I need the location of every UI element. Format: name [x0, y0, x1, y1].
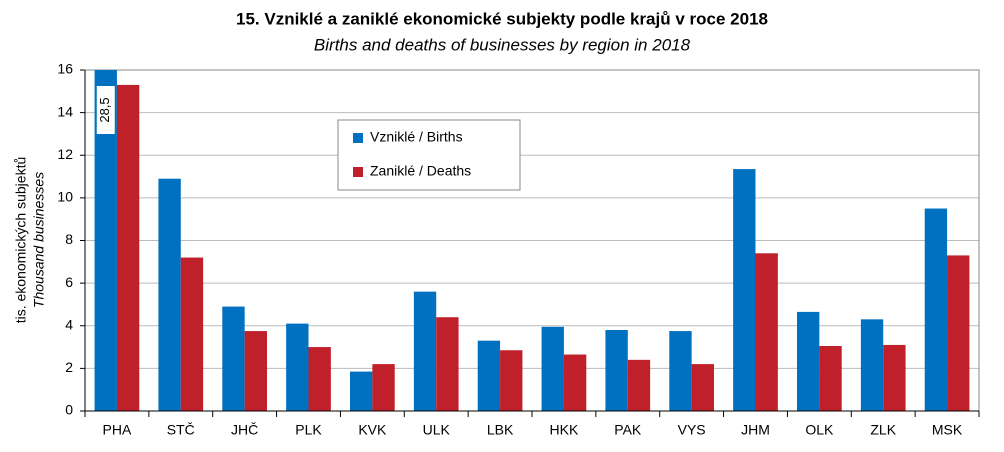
y-tick-label: 12 [57, 146, 73, 162]
bar [733, 169, 756, 411]
value-label: 28,5 [97, 97, 112, 122]
legend-box [337, 119, 521, 191]
x-tick-label: ZLK [870, 422, 896, 438]
bar [158, 178, 181, 411]
bar [883, 344, 906, 411]
y-axis-label: tis. ekonomických subjektů [13, 157, 29, 324]
bar [755, 253, 778, 411]
x-tick-label: PAK [614, 422, 642, 438]
bar [860, 319, 884, 411]
x-tick-label: ULK [423, 422, 451, 438]
x-tick-label: HKK [550, 422, 579, 438]
legend-label: Vzniklé / Births [370, 129, 463, 145]
bar [947, 255, 970, 411]
legend-swatch [353, 133, 363, 143]
y-tick-label: 4 [65, 316, 73, 332]
y-tick-label: 8 [65, 231, 73, 247]
bar [436, 317, 459, 411]
bar [563, 354, 587, 411]
legend-label: Zaniklé / Deaths [370, 163, 471, 179]
bar [350, 371, 373, 411]
bar [286, 323, 309, 411]
bar [605, 330, 628, 411]
chart-subtitle: Births and deaths of businesses by regio… [314, 35, 691, 54]
bar [541, 326, 564, 411]
x-tick-label: JHM [741, 422, 770, 438]
bar [691, 364, 714, 411]
bar [627, 359, 651, 411]
bars [94, 70, 970, 411]
y-tick-label: 0 [65, 402, 73, 418]
y-tick-label: 6 [65, 274, 73, 290]
x-tick-label: LBK [487, 422, 514, 438]
legend-swatch [353, 167, 363, 177]
bar [500, 350, 523, 411]
y-tick-label: 14 [57, 103, 73, 119]
x-tick-label: VYS [678, 422, 706, 438]
bar [94, 70, 117, 411]
y-tick-label: 16 [57, 61, 73, 77]
x-tick-label: JHČ [231, 422, 258, 438]
bar [413, 291, 437, 411]
y-tick-label: 2 [65, 359, 73, 375]
x-tick-label: OLK [805, 422, 834, 438]
x-tick-label: KVK [358, 422, 387, 438]
bar [669, 331, 692, 411]
bar [477, 340, 501, 411]
x-tick-label: STČ [167, 422, 195, 438]
x-tick-label: PHA [103, 422, 132, 438]
bar [308, 347, 331, 411]
bar [222, 306, 245, 411]
bar [797, 311, 820, 411]
chart-title: 15. Vzniklé a zaniklé ekonomické subjekt… [236, 9, 768, 28]
bar [924, 208, 948, 411]
bar [819, 345, 842, 411]
bar [244, 331, 267, 411]
value-label-box [96, 86, 115, 134]
y-axis-label-en: Thousand businesses [31, 172, 47, 308]
bar [372, 364, 395, 411]
bar [116, 84, 140, 411]
y-tick-label: 10 [57, 189, 73, 205]
bar [180, 257, 204, 411]
x-tick-label: MSK [932, 422, 963, 438]
x-tick-label: PLK [295, 422, 322, 438]
